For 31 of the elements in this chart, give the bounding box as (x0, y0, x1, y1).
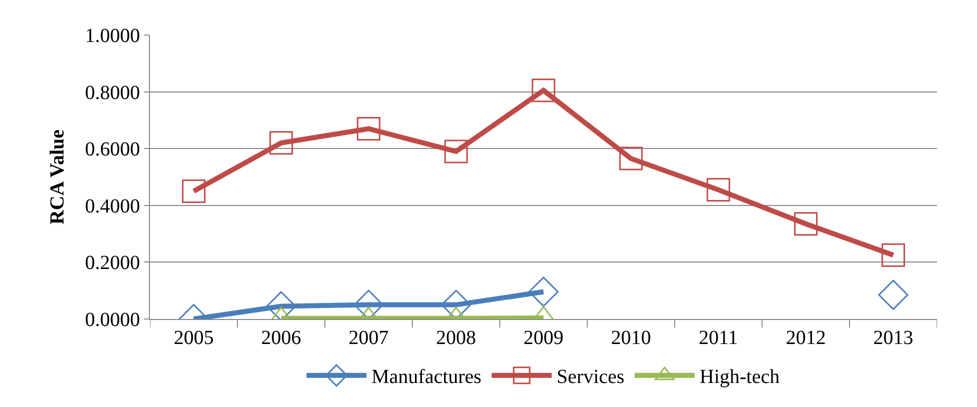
legend-label: High-tech (700, 366, 780, 388)
point (266, 291, 296, 319)
point (532, 78, 556, 102)
x-tick-label: 2012 (786, 327, 826, 349)
y-tick-label: 0.4000 (85, 195, 140, 218)
point (444, 140, 468, 164)
x-tick-label: 2011 (698, 327, 738, 349)
point (356, 116, 380, 140)
y-tick-label: 0.2000 (85, 252, 140, 274)
legend-label: Manufactures (372, 366, 482, 388)
point (878, 280, 908, 310)
legend-label: Services (556, 366, 625, 388)
point (619, 146, 643, 170)
point (706, 178, 730, 202)
y-tick-label: 0.0000 (85, 309, 140, 331)
y-tick-label: 0.6000 (85, 138, 140, 161)
y-tick-label: 1.0000 (85, 25, 140, 47)
x-tick-label: 2006 (261, 327, 302, 349)
point (882, 243, 906, 267)
point (182, 179, 206, 203)
point (794, 212, 818, 236)
x-tick-label: 2007 (348, 327, 389, 349)
y-axis-title: RCA Value (46, 129, 68, 225)
point (269, 131, 293, 155)
x-tick-label: 2009 (524, 327, 564, 349)
point (528, 276, 559, 307)
x-tick-label: 2005 (174, 327, 214, 349)
x-tick-label: 2010 (610, 327, 651, 349)
y-tick-label: 0.8000 (85, 82, 140, 104)
x-tick-label: 2013 (873, 327, 914, 349)
x-tick-label: 2008 (436, 327, 476, 349)
